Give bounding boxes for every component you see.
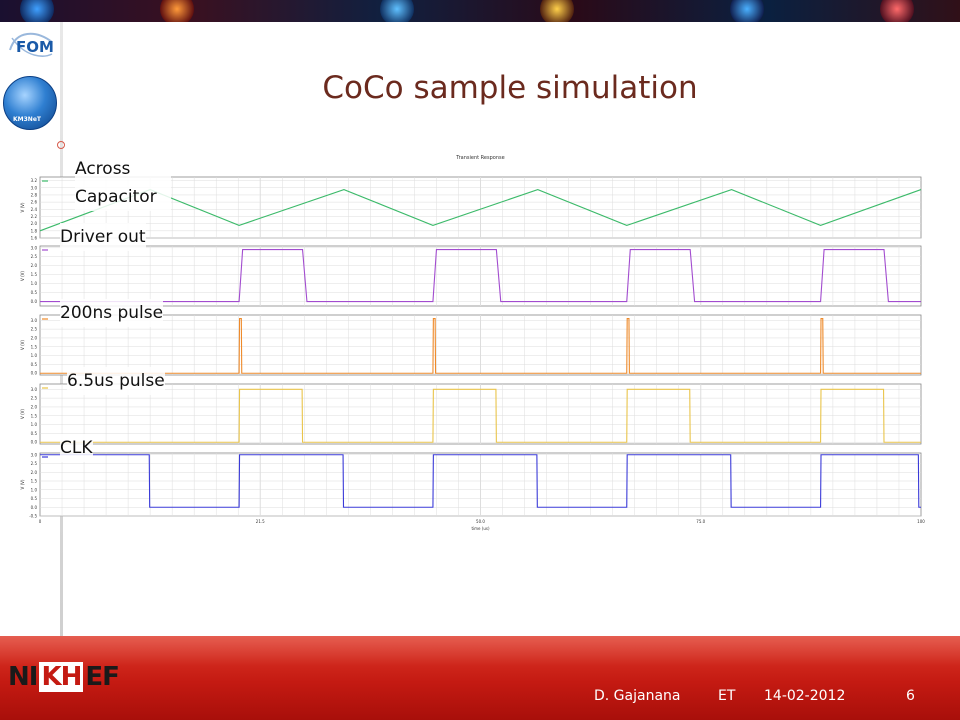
panel-0-y-tick-label: 1.8 <box>31 228 38 233</box>
header-banner-image <box>0 0 960 22</box>
chart-title: Transient Response <box>455 155 504 161</box>
footer-event: ET <box>718 688 736 704</box>
panel-0-y-tick-label: 2.4 <box>31 207 38 212</box>
nikhef-logo-part-1: NI <box>8 662 38 692</box>
panel-3-y-tick-label: 0.0 <box>31 440 38 445</box>
x-tick-label: 0 <box>39 519 42 524</box>
panel-0-y-tick-label: 3.0 <box>31 185 38 190</box>
x-tick-label: 21.5 <box>256 519 265 524</box>
x-axis-label: time (us) <box>471 526 489 531</box>
panel-4-y-tick-label: 0.0 <box>31 505 38 510</box>
panel-2-y-tick-label: 3.0 <box>31 318 38 323</box>
nikhef-logo-part-3: EF <box>85 662 120 692</box>
panel-4-y-tick-label: 0.5 <box>31 496 38 501</box>
panel-2-y-tick-label: 1.0 <box>31 353 38 358</box>
slide-title: CoCo sample simulation <box>322 70 698 106</box>
panel-3-y-tick-label: 2.0 <box>31 404 38 409</box>
panel-0-y-tick-label: 2.8 <box>31 192 38 197</box>
footer-page-number: 6 <box>906 688 915 704</box>
panel-1-y-tick-label: 1.0 <box>31 281 38 286</box>
series-line-200ns-pulse <box>40 317 921 374</box>
panel-0-y-tick-label: 1.6 <box>31 236 38 241</box>
series-line-6-5us-pulse <box>40 388 921 443</box>
panel-3-y-tick-label: 1.0 <box>31 422 38 427</box>
footer-author: D. Gajanana <box>594 688 681 704</box>
panel-1-y-tick-label: 3.0 <box>31 245 38 250</box>
panel-0-y-tick-label: 2.2 <box>31 214 38 219</box>
panel-1-y-tick-label: 2.0 <box>31 263 38 268</box>
panel-1-y-tick-label: 0.5 <box>31 290 38 295</box>
trace-label-200ns-pulse: 200ns pulse <box>60 299 164 327</box>
trace-label-across-capacitor: Across Capacitor <box>75 155 171 211</box>
km3net-logo-text: KM3NeT <box>13 116 41 123</box>
footer-bar <box>0 636 960 720</box>
panel-2-y-tick-label: 2.5 <box>31 327 38 332</box>
nikhef-logo: NI KH EF <box>8 660 120 694</box>
panel-3-y-tick-label: 1.5 <box>31 413 38 418</box>
panel-1-y-tick-label: 1.5 <box>31 272 38 277</box>
km3net-logo-icon <box>3 76 57 130</box>
panel-4-y-tick-label: -0.5 <box>29 514 37 519</box>
trace-label-6-5us-pulse: 6.5us pulse <box>67 367 165 395</box>
panel-0-y-axis-label: V (V) <box>20 202 25 212</box>
panel-2-y-tick-label: 1.5 <box>31 344 38 349</box>
panel-2-y-tick-label: 0.0 <box>31 371 38 376</box>
panel-1-y-tick-label: 2.5 <box>31 254 38 259</box>
panel-4-y-tick-label: 3.0 <box>31 452 38 457</box>
trace-label-driver-out: Driver out <box>60 223 146 251</box>
panel-2-y-tick-label: 2.0 <box>31 335 38 340</box>
footer-date: 14-02-2012 <box>764 688 846 704</box>
x-tick-label: 75.0 <box>696 519 705 524</box>
series-line-clk <box>40 454 921 508</box>
panel-1-y-tick-label: 0.0 <box>31 299 38 304</box>
series-line-across-capacitor <box>39 188 922 232</box>
panel-1-y-axis-label: V (V) <box>20 271 25 281</box>
panel-2-y-axis-label: V (V) <box>20 340 25 350</box>
nikhef-logo-part-2: KH <box>39 662 84 692</box>
panel-4-y-axis-label: V (V) <box>20 479 25 489</box>
panel-4-y-tick-label: 2.5 <box>31 461 38 466</box>
panel-2-y-tick-label: 0.5 <box>31 362 38 367</box>
panel-3-y-tick-label: 3.0 <box>31 387 38 392</box>
panel-0-y-tick-label: 2.0 <box>31 221 38 226</box>
panel-3-y-axis-label: V (V) <box>20 409 25 419</box>
x-tick-label: 100 <box>917 519 925 524</box>
fom-logo-text: FOM <box>16 38 54 56</box>
bullet-marker-icon <box>57 141 65 149</box>
panel-4-y-tick-label: 2.0 <box>31 470 38 475</box>
fom-logo-icon <box>9 32 53 57</box>
trace-label-clk: CLK <box>60 434 93 462</box>
panel-3-y-tick-label: 0.5 <box>31 431 38 436</box>
x-tick-label: 50.0 <box>476 519 485 524</box>
panel-4-y-tick-label: 1.5 <box>31 479 38 484</box>
panel-4-y-tick-label: 1.0 <box>31 487 38 492</box>
series-line-driver-out <box>40 249 921 303</box>
panel-3-y-tick-label: 2.5 <box>31 396 38 401</box>
panel-0-y-tick-label: 2.6 <box>31 200 38 205</box>
panel-0-y-tick-label: 3.2 <box>31 178 38 183</box>
